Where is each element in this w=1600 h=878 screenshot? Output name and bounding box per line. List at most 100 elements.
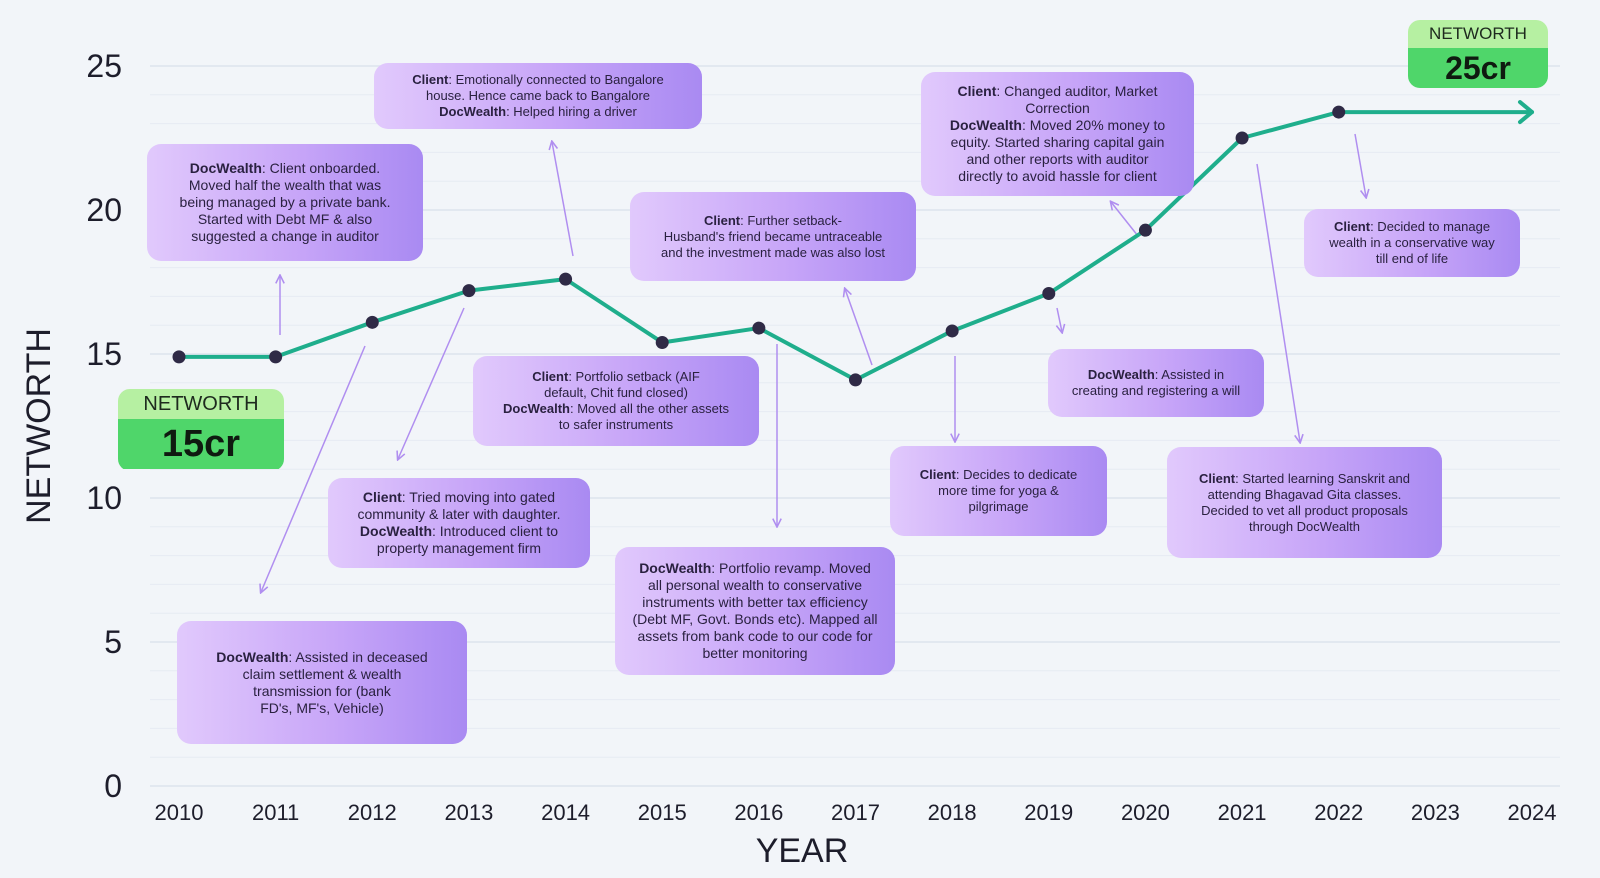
annotation-line: (Debt MF, Govt. Bonds etc). Mapped all [632, 611, 878, 627]
annotation-actor: DocWealth [639, 560, 712, 576]
data-point [462, 284, 476, 298]
x-tick-label: 2011 [252, 800, 299, 825]
x-tick-label: 2020 [1121, 800, 1170, 825]
annotation-line: Client: Emotionally connected to Bangalo… [412, 72, 664, 87]
annotation-2011-onboarded: DocWealth: Client onboarded. Moved half t… [147, 144, 423, 261]
annotation-2020-changed-auditor: Client: Changed auditor, Market Correctio… [921, 72, 1194, 196]
annotation-actor: Client [957, 83, 997, 99]
annotation-line: to safer instruments [558, 417, 674, 432]
annotation-line: default, Chit fund closed) [544, 385, 688, 400]
annotation-line: house. Hence came back to Bangalore [425, 88, 651, 103]
annotation-line: more time for yoga & [938, 483, 1059, 498]
x-tick-label: 2022 [1314, 800, 1363, 825]
x-tick-label: 2023 [1411, 800, 1460, 825]
annotation-actor: Client [1333, 219, 1371, 234]
end-badge-label: NETWORTH [1408, 20, 1548, 48]
annotation-actor: DocWealth [439, 104, 507, 119]
annotation-2014-bangalore: Client: Emotionally connected to Bangalo… [374, 63, 702, 129]
annotation-2016-portfolio-revamp: DocWealth: Portfolio revamp. Moved all pe… [615, 547, 895, 675]
annotation-line: DocWealth: Introduced client to [359, 523, 559, 539]
annotation-line: Correction [1025, 100, 1090, 116]
x-tick-label: 2010 [155, 800, 204, 825]
x-axis-ticks: 2010 2011 2012 2013 2014 2015 2016 2017 2018 2019… [155, 800, 1557, 825]
annotation-actor: DocWealth [359, 523, 432, 539]
data-point [365, 315, 379, 329]
start-networth-badge: NETWORTH 15cr [118, 389, 284, 471]
networth-line [177, 110, 1534, 382]
annotation-line: through DocWealth [1248, 518, 1361, 534]
annotation-line: Started with Debt MF & also [197, 211, 373, 227]
y-tick-label: 5 [104, 624, 122, 660]
annotation-connector [261, 345, 366, 592]
annotation-line: directly to avoid hassle for client [958, 168, 1157, 184]
annotation-line: Husband's friend became untraceable [663, 228, 883, 244]
annotation-line: claim settlement & wealth [242, 665, 402, 682]
annotation-connectors [261, 133, 1366, 592]
annotation-line: and other reports with auditor [966, 151, 1149, 167]
data-point [559, 272, 573, 286]
annotation-line: Client: Started learning Sanskrit and [1198, 470, 1410, 486]
annotation-connector [1057, 307, 1062, 332]
data-point [945, 324, 959, 338]
annotation-2013-gated-community: Client: Tried moving into gated community… [328, 478, 590, 568]
annotation-actor: Client [362, 489, 402, 505]
data-point [752, 321, 766, 335]
annotation-actor: Client [1198, 470, 1236, 486]
x-tick-label: 2012 [348, 800, 397, 825]
annotation-2017-further-setback: Client: Further setback- Husband's friend… [630, 192, 916, 281]
annotation-line: instruments with better tax efficiency [642, 594, 868, 610]
annotation-actor: Client [919, 467, 956, 482]
annotation-line: FD's, MF's, Vehicle) [260, 699, 384, 716]
x-tick-label: 2015 [638, 800, 687, 825]
annotation-line: Client: Portfolio setback (AIF [532, 369, 700, 384]
data-point [655, 335, 669, 349]
annotation-line: DocWealth: Helped hiring a driver [439, 104, 637, 119]
x-tick-label: 2019 [1024, 800, 1073, 825]
annotation-actor: Client [412, 72, 449, 87]
end-networth-badge: NETWORTH 25cr [1408, 20, 1548, 88]
x-tick-label: 2021 [1218, 800, 1267, 825]
annotation-actor: Client [704, 212, 741, 228]
annotation-line: Client: Decided to manage [1333, 219, 1491, 234]
x-tick-label: 2014 [541, 800, 590, 825]
y-axis-title: NETWORTH [20, 328, 58, 524]
annotation-connector [1256, 163, 1300, 442]
start-badge-value: 15cr [118, 419, 284, 469]
annotation-actor: DocWealth [949, 117, 1022, 133]
data-point [1138, 223, 1152, 237]
annotation-line: Client: Decides to dedicate [919, 467, 1078, 482]
annotation-connector [1111, 202, 1139, 237]
data-point [1235, 131, 1249, 145]
y-tick-label: 0 [104, 768, 122, 804]
annotation-line: pilgrimage [968, 499, 1029, 514]
annotation-2012-claim-settlement: DocWealth: Assisted in deceased claim set… [177, 621, 467, 744]
networth-series [177, 100, 1534, 382]
annotation-line: equity. Started sharing capital gain [950, 134, 1165, 150]
data-point [1332, 105, 1346, 119]
annotation-actor: Client [532, 369, 569, 384]
line-end-arrow [1518, 100, 1534, 125]
annotation-line: DocWealth: Assisted in [1087, 367, 1225, 382]
annotation-2019-will: DocWealth: Assisted in creating and regis… [1048, 349, 1264, 417]
start-badge-label: NETWORTH [118, 389, 284, 419]
annotation-line: DocWealth: Assisted in deceased [216, 648, 428, 665]
annotation-line: transmission for (bank [253, 682, 391, 699]
annotation-actor: DocWealth [216, 648, 289, 665]
y-tick-label: 15 [86, 336, 122, 372]
x-tick-label: 2016 [734, 800, 783, 825]
annotation-2021-sanskrit: Client: Started learning Sanskrit and att… [1167, 447, 1442, 558]
x-tick-label: 2013 [444, 800, 493, 825]
annotation-line: DocWealth: Moved all the other assets [503, 401, 729, 416]
annotation-line: assets from bank code to our code for [637, 628, 873, 644]
y-tick-label: 10 [86, 480, 122, 516]
data-point-markers [172, 105, 1346, 387]
x-tick-label: 2024 [1508, 800, 1557, 825]
data-point [269, 350, 283, 364]
annotation-connector [552, 142, 574, 257]
annotation-actor: DocWealth [1087, 367, 1155, 382]
annotation-line: better monitoring [702, 645, 808, 661]
annotation-connector [1354, 133, 1366, 197]
annotation-line: attending Bhagavad Gita classes. [1207, 486, 1402, 502]
annotation-line: all personal wealth to conservative [647, 577, 862, 593]
annotation-2018-yoga: Client: Decides to dedicate more time for… [890, 446, 1107, 536]
